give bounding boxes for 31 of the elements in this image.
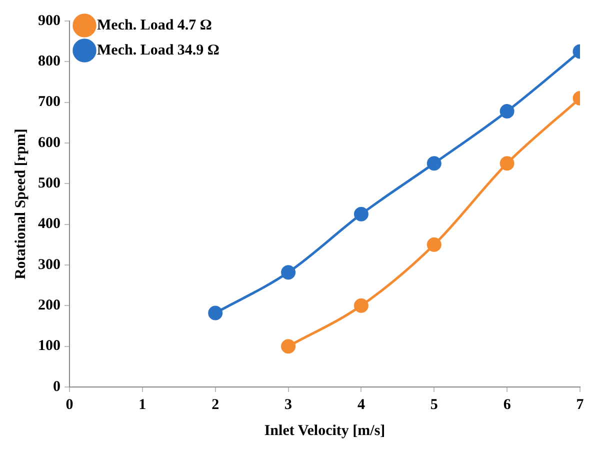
legend-label: Mech. Load 4.7 Ω [97, 17, 212, 34]
x-tick-label: 2 [212, 396, 220, 413]
point [281, 265, 296, 280]
y-axis-title: Rotational Speed [rpm] [12, 128, 29, 280]
point [281, 339, 296, 354]
x-tick-label: 4 [357, 396, 366, 413]
point [500, 156, 514, 171]
y-tick-label: 200 [38, 298, 60, 314]
point [426, 237, 442, 252]
y-tick-label: 600 [38, 134, 60, 151]
x-tick-label: 7 [576, 396, 584, 413]
point [354, 298, 368, 313]
x-tick-label: 3 [284, 396, 292, 413]
y-tick-label: 100 [38, 338, 60, 354]
x-axis-title: Inlet Velocity [m/s] [264, 422, 386, 439]
legend-label: Mech. Load 34.9 Ω [97, 42, 220, 58]
y-tick-label: 0 [53, 378, 60, 395]
x-tick-label: 6 [503, 396, 512, 413]
y-tick-label: 800 [38, 54, 60, 70]
y-tick-label: 900 [38, 12, 60, 29]
point [208, 306, 223, 320]
x-tick-label: 1 [138, 396, 146, 413]
x-tick-label: 0 [66, 396, 74, 413]
y-tick-label: 500 [38, 176, 60, 192]
point [426, 156, 442, 171]
y-tick-label: 400 [38, 216, 60, 232]
x-tick-label: 5 [430, 396, 438, 413]
point [354, 206, 368, 222]
y-tick-label: 300 [38, 256, 60, 273]
y-tick-label: 700 [38, 94, 60, 110]
point [500, 104, 514, 119]
